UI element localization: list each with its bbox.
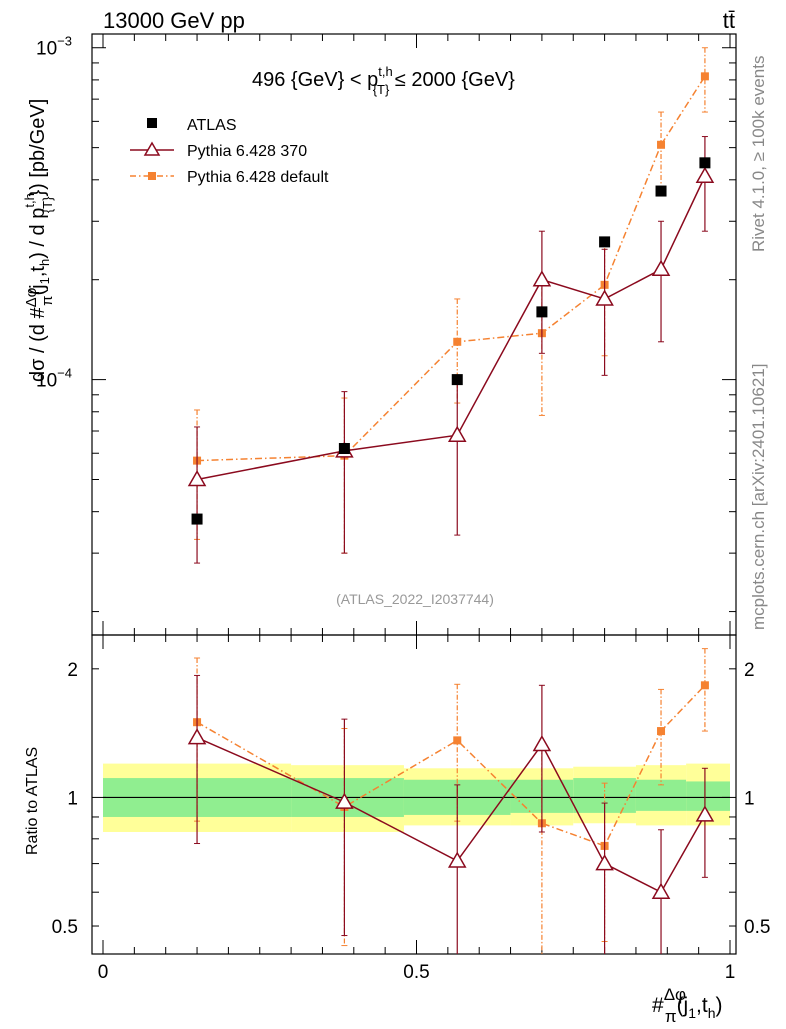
main-panel: 10−410−310−2 [36, 33, 737, 636]
ratio-panel: 0.5 0.5 1 1 2 2 0 0.5 1 [52, 621, 770, 983]
atlas-point [451, 374, 463, 386]
ratio-ytick-label-right: 1 [744, 788, 755, 809]
ratio-pythia370-point [595, 854, 614, 871]
ratio-frame [91, 634, 737, 955]
ratio-band-inner [686, 781, 730, 811]
xtick-label: 0.5 [403, 962, 429, 983]
mcplots-side-label: mcplots.cern.ch [arXiv:2401.10621] [749, 364, 768, 630]
pythia370-line [196, 175, 706, 481]
ratio-pythia370-point [187, 728, 207, 745]
atlas-point [191, 513, 203, 525]
pythia-default-point [453, 337, 462, 346]
legend-atlas-label: ATLAS [187, 117, 237, 134]
legend-pythia370-label: Pythia 6.428 370 [187, 143, 307, 160]
cut-label: 496 {GeV} < pt,h {T} ≤ 2000 {GeV} [252, 64, 515, 97]
ratio-ylabel: Ratio to ATLAS [24, 747, 41, 855]
legend-default-marker [148, 172, 156, 180]
atlas-point [338, 443, 350, 455]
ratio-ytick-label-left: 1 [67, 788, 78, 809]
xlabel: #Δφ π(j1,th) [652, 985, 723, 1024]
pythia-default-point [657, 140, 666, 149]
xtick-label: 1 [725, 962, 736, 983]
main-ylabel: dσ / (d #Δφπ(j1,th) / d pt,h {T}}) [pb/Ge… [22, 99, 56, 382]
pythia370-point [595, 289, 614, 306]
rivet-side-label: Rivet 4.1.0, ≥ 100k events [749, 56, 768, 252]
ratio-ytick-label-right: 0.5 [744, 917, 770, 938]
atlas-point [699, 157, 711, 169]
xtick-label: 0 [98, 962, 109, 983]
ratio-pythia370-point [335, 792, 354, 809]
pythia370-point [447, 425, 467, 442]
cut-prefix: 496 {GeV} < p [252, 69, 378, 91]
legend: ATLAS Pythia 6.428 370 Pythia 6.428 defa… [130, 117, 329, 186]
main-ytick-label: 10−4 [36, 366, 72, 392]
ratio-pythia370-point [532, 735, 552, 752]
pythia370-point [695, 166, 715, 183]
legend-pythia370-marker [143, 141, 161, 156]
atlas-point [599, 236, 611, 248]
ratio-pythia-default-point [657, 727, 666, 736]
ratio-pythia370-point [695, 805, 715, 822]
main-ytick-label: 10−3 [36, 34, 72, 60]
cut-suffix: ≤ 2000 {GeV} [389, 69, 515, 91]
ratio-ytick-label-right: 2 [744, 660, 755, 681]
cut-sup: t,h [378, 64, 392, 79]
legend-default-label: Pythia 6.428 default [187, 169, 329, 186]
energy-label: 13000 GeV pp [103, 8, 245, 33]
pythia370-point [187, 469, 207, 487]
atlas-point [536, 306, 548, 318]
atlas-point [655, 185, 667, 197]
process-label: tt̄ [723, 8, 735, 33]
pythia370-point [532, 270, 552, 287]
ratio-ytick-label-left: 2 [67, 660, 78, 681]
ratio-pythia-default-point [700, 681, 709, 690]
ratio-ytick-label-left: 0.5 [52, 917, 78, 938]
pythia-default-line [197, 75, 706, 462]
ratio-pythia-default-point [453, 736, 462, 745]
legend-atlas-marker [147, 118, 157, 128]
cut-sub: {T} [373, 82, 390, 97]
analysis-id: (ATLAS_2022_I2037744) [336, 591, 494, 607]
ratio-pythia370-point [651, 882, 671, 899]
ratio-pythia370-point [447, 851, 467, 868]
pythia-default-point [700, 72, 709, 81]
pythia370-point [651, 259, 671, 277]
